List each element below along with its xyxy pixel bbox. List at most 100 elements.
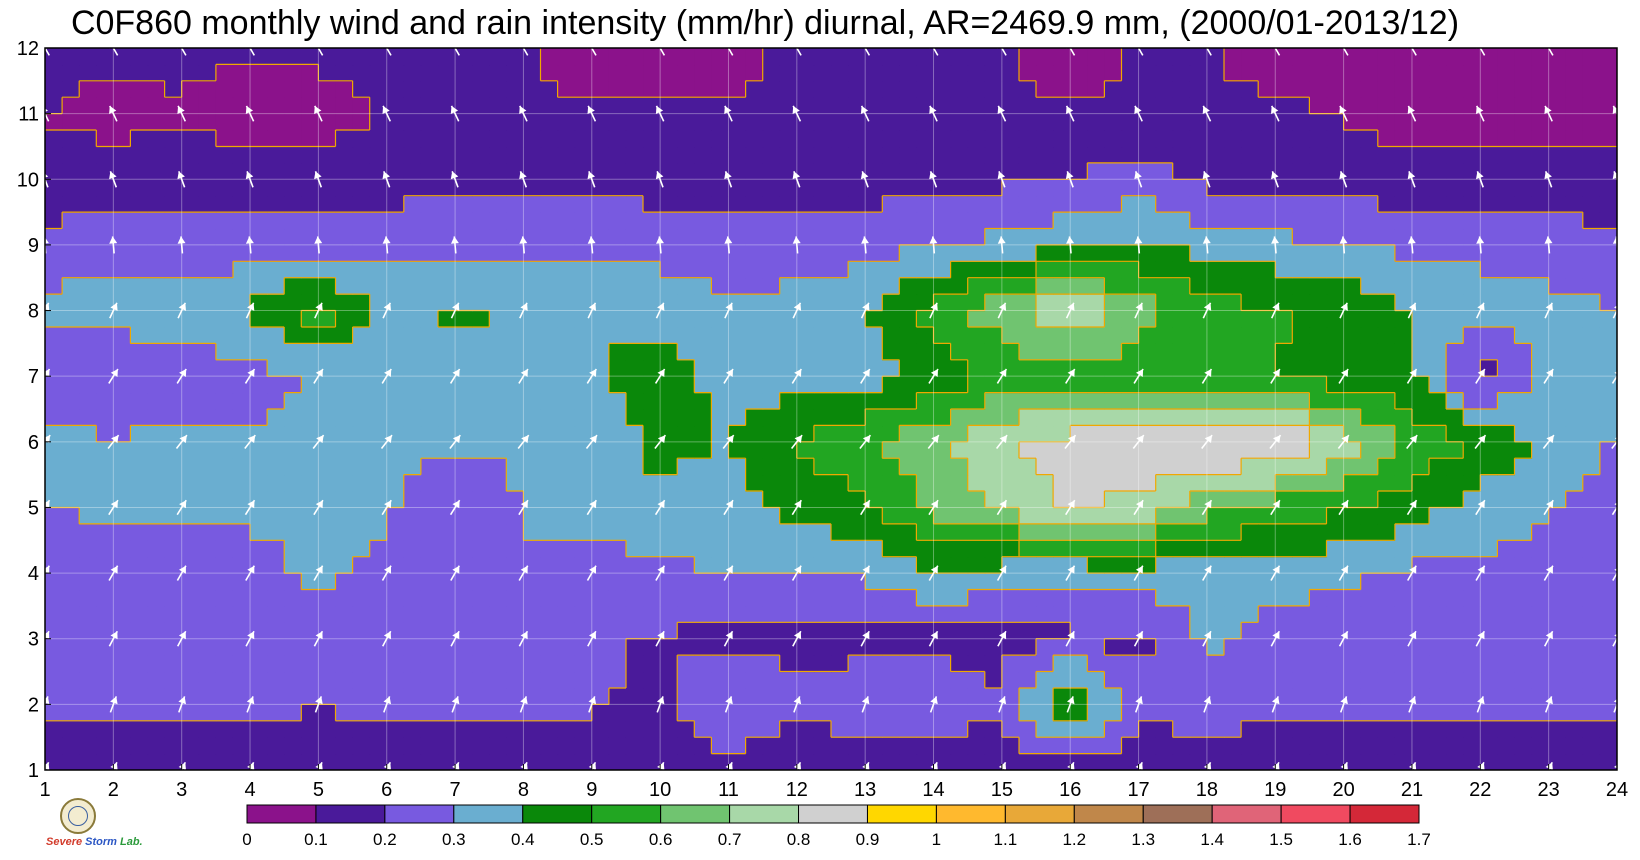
heatmap-cell (574, 277, 593, 295)
heatmap-cell (984, 425, 1003, 443)
heatmap-cell (1206, 458, 1225, 476)
heatmap-cell (1189, 540, 1208, 558)
heatmap-cell (1463, 228, 1481, 246)
heatmap-cell (1155, 704, 1174, 722)
wind-arrow (929, 302, 938, 319)
heatmap-cell (352, 425, 371, 443)
heatmap-cell (1172, 720, 1191, 738)
heatmap-cell (1087, 589, 1105, 607)
heatmap-cell (967, 507, 986, 525)
heatmap-cell (369, 540, 388, 558)
heatmap-cell (130, 179, 149, 197)
heatmap-cell (250, 48, 268, 66)
heatmap-cell (916, 80, 935, 98)
heatmap-cell (1394, 261, 1413, 279)
wind-arrow (997, 171, 1006, 188)
heatmap-cell (1429, 573, 1447, 591)
heatmap-cell (79, 343, 97, 361)
heatmap-cell (984, 737, 1003, 755)
heatmap-cell (1309, 64, 1328, 82)
heatmap-cell (1036, 556, 1054, 574)
wind-arrow (1065, 630, 1075, 647)
heatmap-cell (1599, 737, 1617, 755)
heatmap-cell (540, 491, 559, 509)
heatmap-cell (352, 753, 371, 770)
heatmap-cell (1429, 179, 1447, 197)
heatmap-cell (1104, 64, 1123, 82)
heatmap-cell (1206, 704, 1225, 722)
wind-arrow (313, 499, 324, 516)
heatmap-cell (1531, 704, 1550, 722)
colorbar-tick-label: 1.4 (1200, 830, 1224, 849)
heatmap-cell (164, 359, 183, 377)
heatmap-cell (1377, 48, 1396, 66)
heatmap-cell (318, 244, 337, 262)
heatmap-cell (1343, 146, 1362, 164)
heatmap-cell (591, 409, 610, 427)
heatmap-cell (403, 343, 422, 361)
heatmap-cell (403, 409, 422, 427)
colorbar-tick-label: 0.6 (649, 830, 673, 849)
heatmap-cell (420, 48, 439, 66)
heatmap-cell (130, 48, 149, 66)
heatmap-cell (574, 376, 593, 394)
heatmap-cell (711, 64, 730, 82)
wind-arrow (792, 105, 802, 122)
heatmap-cell (1258, 638, 1276, 656)
heatmap-cell (540, 638, 559, 656)
heatmap-cell (472, 720, 490, 738)
heatmap-cell (1497, 162, 1516, 180)
heatmap-cell (967, 130, 986, 148)
heatmap-cell (1001, 458, 1020, 476)
y-tick-label: 12 (17, 38, 39, 60)
heatmap-cell (267, 294, 285, 312)
heatmap-cell (1121, 146, 1140, 164)
heatmap-cell (625, 80, 644, 98)
heatmap-cell (1189, 195, 1208, 213)
heatmap-cell (1258, 48, 1276, 66)
heatmap-cell (1360, 458, 1379, 476)
heatmap-cell (1599, 392, 1617, 410)
heatmap-cell (96, 425, 114, 443)
heatmap-cell (933, 622, 952, 640)
heatmap-cell (506, 146, 525, 164)
heatmap-cell (608, 146, 627, 164)
heatmap-cell (267, 244, 285, 262)
heatmap-cell (1138, 687, 1157, 705)
heatmap-cell (1155, 244, 1174, 262)
heatmap-cell (1531, 64, 1550, 82)
heatmap-cell (1429, 326, 1447, 344)
heatmap-cell (625, 294, 644, 312)
heatmap-cell (950, 556, 969, 574)
heatmap-cell (933, 228, 952, 246)
heatmap-cell (1548, 343, 1567, 361)
colorbar-tick-label: 1.2 (1062, 830, 1086, 849)
heatmap-cell (728, 441, 747, 459)
heatmap-cell (1189, 425, 1208, 443)
heatmap-cell (1411, 113, 1430, 131)
heatmap-cell (232, 326, 251, 344)
heatmap-cell (147, 113, 166, 131)
heatmap-cell (557, 491, 576, 509)
heatmap-cell (1018, 737, 1037, 755)
heatmap-cell (1121, 179, 1140, 197)
heatmap-cell (232, 491, 251, 509)
heatmap-cell (933, 244, 952, 262)
heatmap-cell (1360, 556, 1379, 574)
heatmap-cell (1292, 441, 1311, 459)
heatmap-cell (1480, 162, 1498, 180)
heatmap-cell (728, 605, 747, 623)
heatmap-cell (1070, 638, 1088, 656)
heatmap-cell (267, 589, 285, 607)
heatmap-cell (677, 48, 695, 66)
heatmap-cell (335, 474, 354, 492)
heatmap-cell (574, 573, 593, 591)
heatmap-cell (335, 671, 354, 689)
heatmap-cell (1309, 458, 1328, 476)
heatmap-cell (215, 409, 234, 427)
heatmap-cell (403, 737, 422, 755)
wind-arrow (724, 302, 733, 319)
wind-arrow (1475, 302, 1485, 319)
heatmap-cell (677, 113, 695, 131)
heatmap-cell (643, 80, 661, 98)
